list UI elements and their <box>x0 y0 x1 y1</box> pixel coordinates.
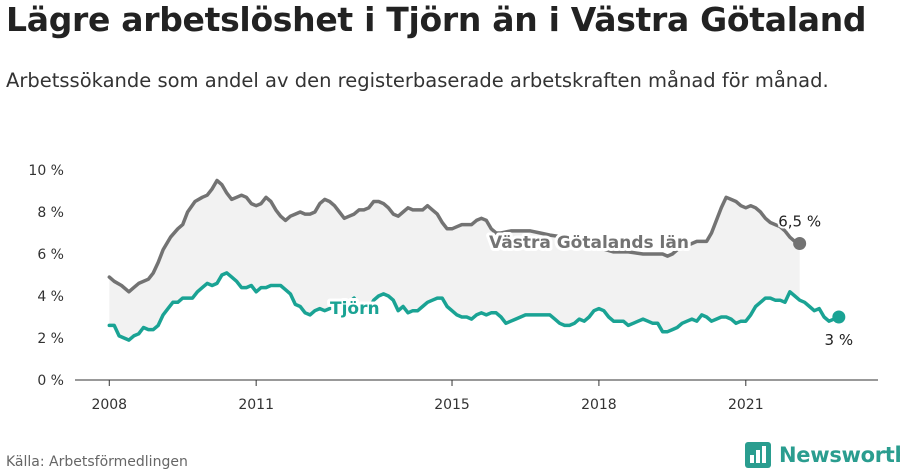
x-tick-label: 2008 <box>91 397 127 413</box>
brand-logo: Newsworthy <box>745 442 900 468</box>
end-value-label-vastra-gotaland: 6,5 % <box>778 213 821 231</box>
series-line-tjorn <box>107 271 841 342</box>
y-tick-label: 0 % <box>37 373 64 389</box>
x-tick-label: 2018 <box>581 397 617 413</box>
series-label-vastra-gotaland: Västra Götalands län <box>489 233 689 253</box>
x-tick-label: 2021 <box>728 397 764 413</box>
brand-name: Newsworthy <box>779 443 900 467</box>
chart-title: Lägre arbetslöshet i Tjörn än i Västra G… <box>6 0 867 39</box>
chart-subtitle: Arbetssökande som andel av den registerb… <box>6 69 829 92</box>
end-point-tjorn <box>832 310 846 324</box>
y-tick-label: 4 % <box>37 289 64 305</box>
end-point-vastra-gotaland <box>793 237 807 250</box>
series-line-vastra-gotaland <box>107 178 802 294</box>
x-tick-label: 2011 <box>238 397 274 413</box>
x-tick-label: 2015 <box>434 397 470 413</box>
series-label-tjorn: Tjörn <box>330 299 380 319</box>
y-tick-label: 10 % <box>28 163 64 179</box>
y-tick-label: 2 % <box>37 331 64 347</box>
y-tick-label: 8 % <box>37 205 64 221</box>
range-band <box>109 180 800 341</box>
end-value-label-tjorn: 3 % <box>825 331 854 349</box>
y-tick-label: 6 % <box>37 247 64 263</box>
source-note: Källa: Arbetsförmedlingen <box>6 454 188 470</box>
newsworthy-logo-icon <box>745 442 771 468</box>
